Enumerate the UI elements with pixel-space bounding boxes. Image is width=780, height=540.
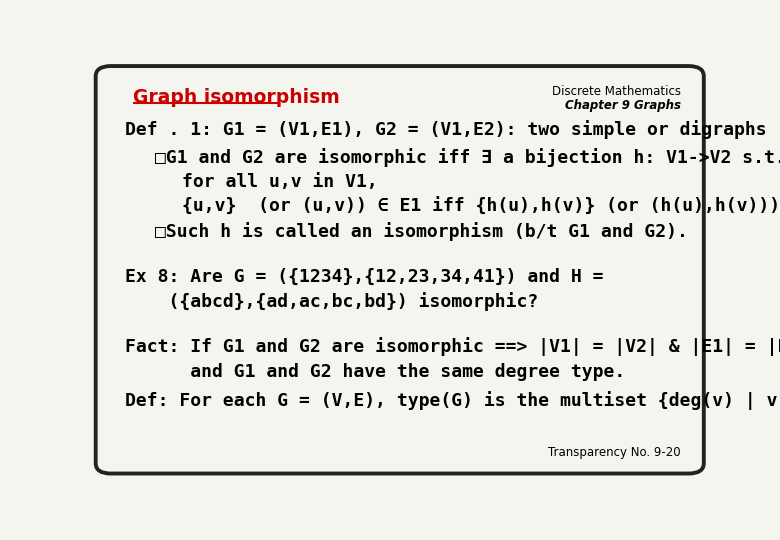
Text: Def . 1: G1 = (V1,E1), G2 = (V1,E2): two simple or digraphs: Def . 1: G1 = (V1,E1), G2 = (V1,E2): two…: [125, 120, 766, 139]
Text: Def: For each G = (V,E), type(G) is the multiset {deg(v) | v ∈ V}.: Def: For each G = (V,E), type(G) is the …: [125, 392, 780, 410]
Text: for all u,v in V1,: for all u,v in V1,: [182, 173, 378, 191]
Text: Discrete Mathematics: Discrete Mathematics: [551, 85, 681, 98]
Text: Chapter 9 Graphs: Chapter 9 Graphs: [565, 99, 681, 112]
Text: Transparency No. 9-20: Transparency No. 9-20: [548, 446, 681, 459]
Text: Fact: If G1 and G2 are isomorphic ==> |V1| = |V2| & |E1| = |E2|,: Fact: If G1 and G2 are isomorphic ==> |V…: [125, 337, 780, 356]
Text: ({abcd},{ad,ac,bc,bd}) isomorphic?: ({abcd},{ad,ac,bc,bd}) isomorphic?: [125, 292, 538, 311]
Text: □Such h is called an isomorphism (b/t G1 and G2).: □Such h is called an isomorphism (b/t G1…: [155, 222, 688, 241]
Text: Ex 8: Are G = ({1234},{12,23,34,41}) and H =: Ex 8: Are G = ({1234},{12,23,34,41}) and…: [125, 268, 603, 286]
Text: and G1 and G2 have the same degree type.: and G1 and G2 have the same degree type.: [125, 363, 625, 381]
Text: {u,v}  (or (u,v)) ∈ E1 iff {h(u),h(v)} (or (h(u),h(v))) ∈ E2.: {u,v} (or (u,v)) ∈ E1 iff {h(u),h(v)} (o…: [182, 198, 780, 216]
Text: □G1 and G2 are isomorphic iff ∃ a bijection h: V1->V2 s.t.: □G1 and G2 are isomorphic iff ∃ a biject…: [155, 147, 780, 167]
FancyBboxPatch shape: [96, 66, 704, 474]
Text: Graph isomorphism: Graph isomorphism: [133, 87, 339, 107]
